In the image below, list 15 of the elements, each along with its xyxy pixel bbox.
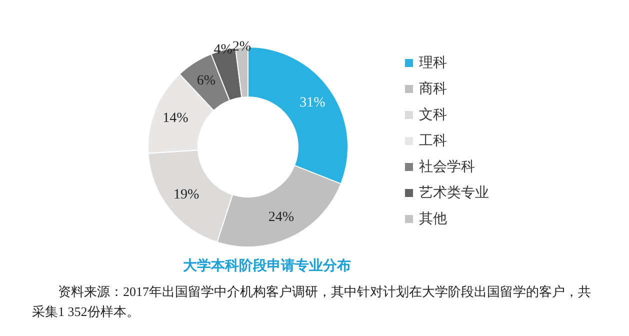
data-label: 2% (232, 40, 252, 55)
legend-label: 工科 (419, 133, 447, 149)
data-label: 6% (196, 74, 216, 89)
legend-label: 其他 (419, 211, 447, 227)
legend-label: 商科 (419, 81, 447, 97)
data-label: 19% (174, 187, 200, 202)
legend-label: 艺术类专业 (419, 185, 489, 201)
data-label: 31% (300, 96, 326, 111)
text: 资料来源：2017年出国留学中介机构客户调研，其中针对计划在大学阶段出国留学的客户，共采集1 352份样本。 (32, 283, 592, 321)
legend-label: 社会学科 (419, 159, 475, 175)
legend-label: 文科 (419, 107, 447, 123)
data-label: 14% (162, 110, 189, 126)
text: 大学本科阶段申请专业分布 (183, 257, 351, 274)
data-label: 24% (268, 210, 294, 226)
legend-label: 理科 (419, 55, 447, 71)
